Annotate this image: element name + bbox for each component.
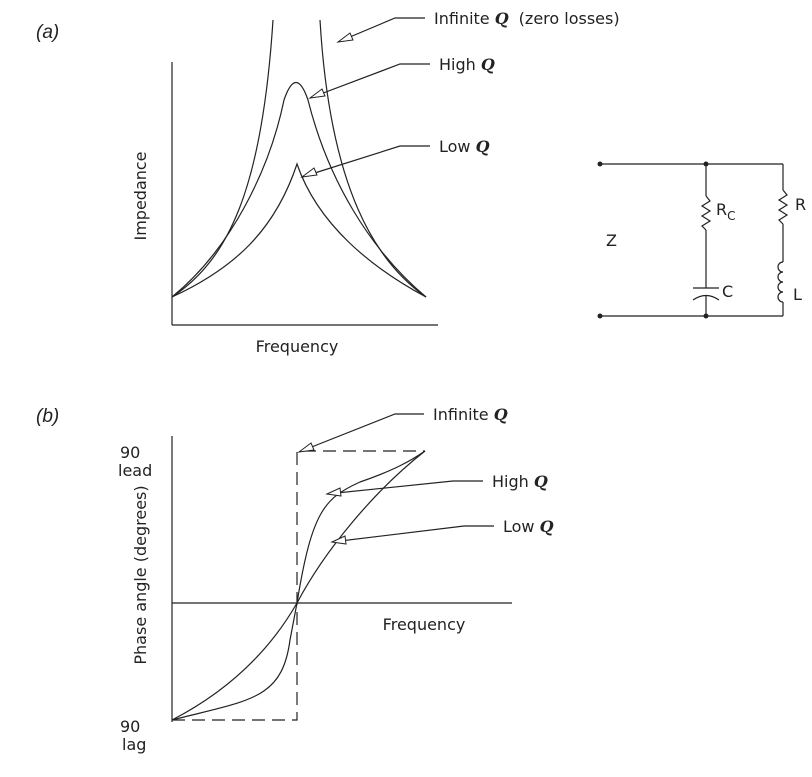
svg-text:Low Q: Low Q — [503, 517, 554, 536]
svg-text:Low Q: Low Q — [439, 137, 490, 156]
impedance-axis-label: Impedance — [131, 151, 150, 240]
svg-text:High Q: High Q — [439, 55, 495, 74]
l-label: L — [793, 285, 802, 304]
panel-a: (a) Impedance Frequency Infinite Q (zero … — [36, 9, 620, 356]
rlc-circuit: Z RC C R L — [597, 161, 806, 319]
infinite-q-impedance-curve — [171, 19, 427, 298]
infinite-q-phase-curve — [172, 450, 425, 721]
rc-label: RC — [716, 200, 736, 223]
callout-infinite-q-b: Infinite Q — [297, 405, 508, 453]
callout-infinite-q-a: Infinite Q (zero losses) — [336, 9, 620, 43]
svg-text:Infinite Q: Infinite Q — [433, 405, 508, 424]
high-q-phase-curve — [171, 450, 426, 721]
lead-value: 90 — [120, 443, 140, 462]
low-q-impedance-curve — [171, 162, 427, 298]
high-q-impedance-curve — [171, 81, 427, 298]
panel-a-label: (a) — [36, 22, 59, 43]
c-label: C — [722, 282, 733, 301]
r-resistor — [777, 189, 789, 225]
callout-high-q-a: High Q — [308, 55, 495, 99]
callout-high-q-b: High Q — [325, 472, 548, 497]
panel-b: (b) Phase angle (degrees) Frequency 90 l… — [36, 405, 554, 754]
panel-b-label: (b) — [36, 406, 59, 427]
callout-low-q-a: Low Q — [300, 137, 490, 178]
phase-axis-label: Phase angle (degrees) — [131, 485, 150, 664]
low-q-phase-curve — [171, 450, 426, 721]
r-label: R — [795, 195, 806, 214]
terminal-bottom — [597, 313, 603, 319]
terminal-top — [597, 161, 603, 167]
svg-text:High Q: High Q — [492, 472, 548, 491]
svg-text:Infinite Q(zero losses): Infinite Q (zero losses) — [434, 9, 620, 28]
capacitor-plate-bottom — [692, 294, 720, 301]
lead-word: lead — [118, 461, 152, 480]
inductor — [777, 261, 784, 303]
lag-value: 90 — [120, 717, 140, 736]
callout-low-q-b: Low Q — [330, 517, 554, 545]
frequency-axis-label-b: Frequency — [383, 615, 466, 634]
rc-resistor — [700, 195, 712, 231]
frequency-axis-label-a: Frequency — [256, 337, 339, 356]
lag-word: lag — [122, 735, 146, 754]
z-label: Z — [606, 231, 617, 250]
